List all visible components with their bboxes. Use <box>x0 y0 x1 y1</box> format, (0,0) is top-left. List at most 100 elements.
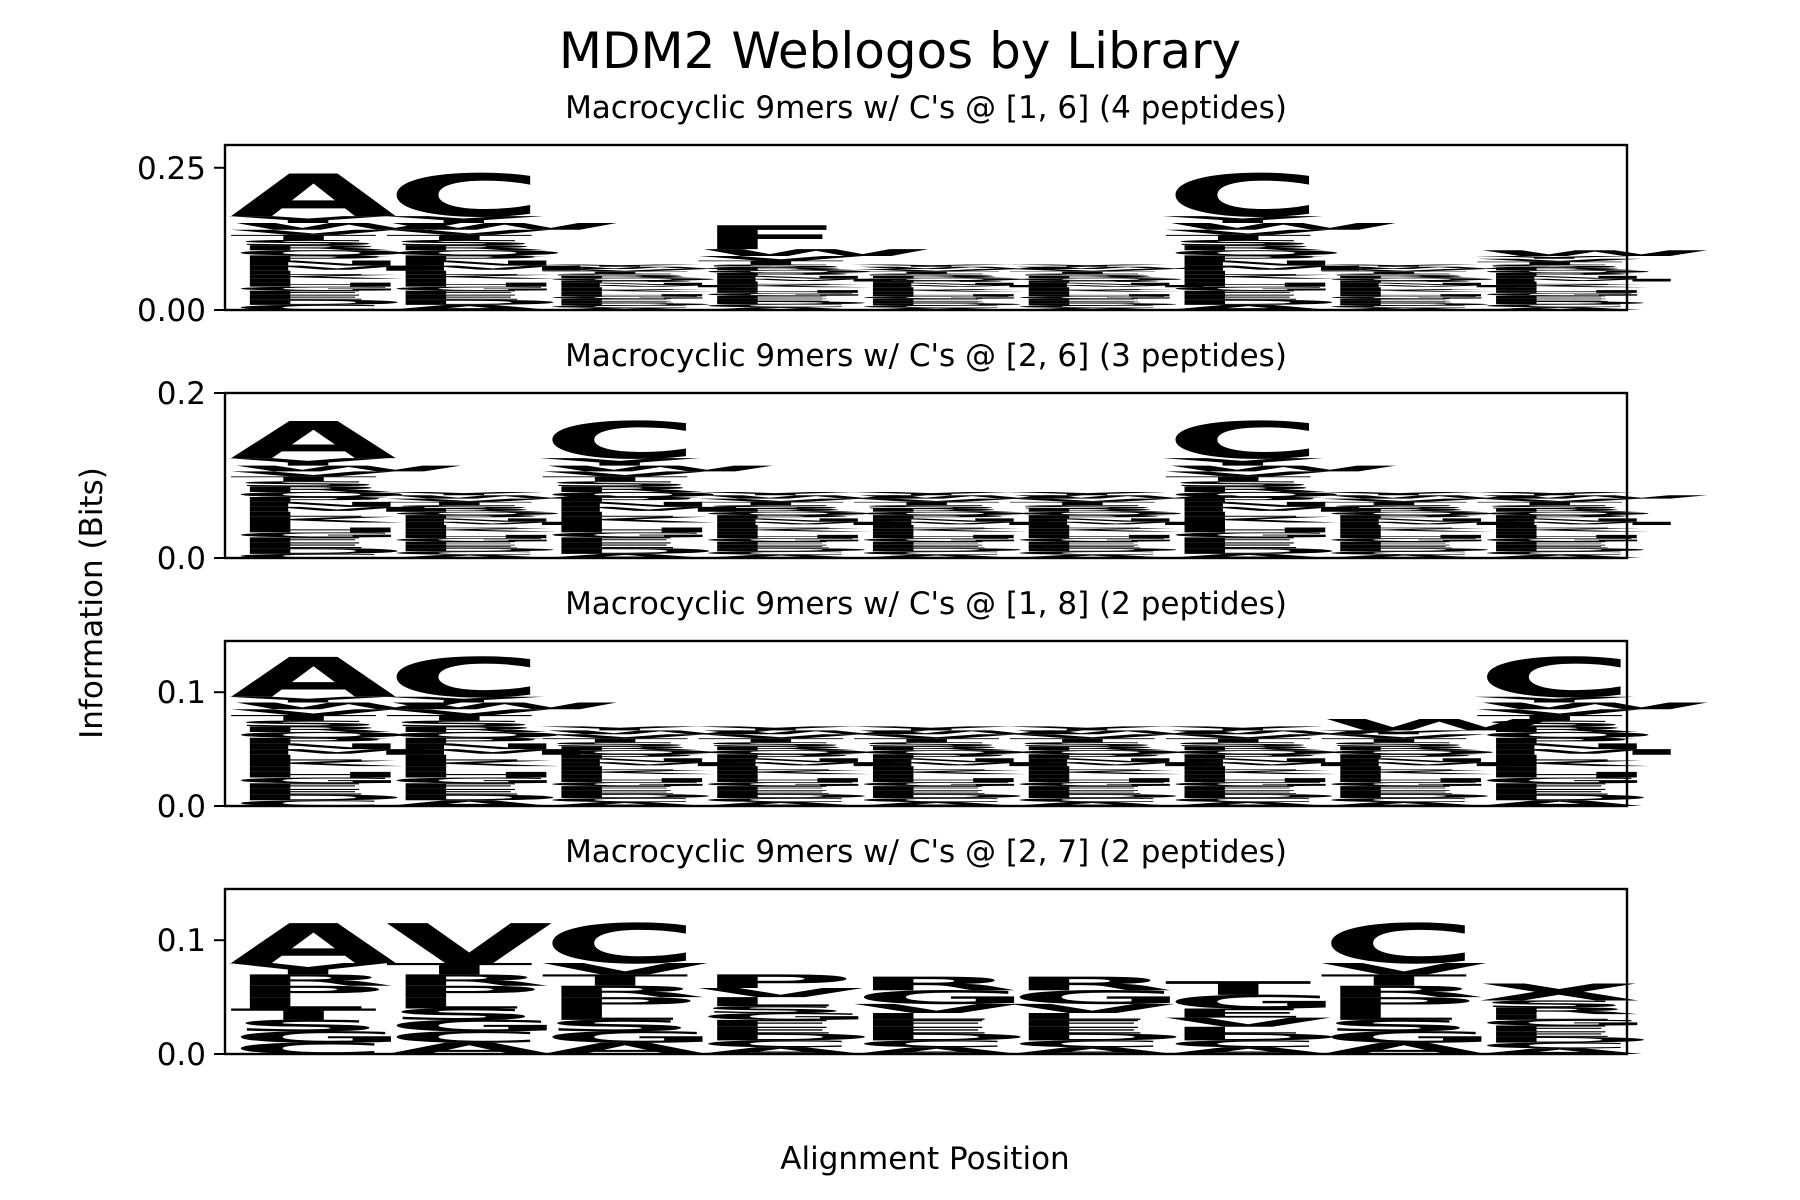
logo-letter: K <box>542 289 716 293</box>
logo-letter: E <box>1165 541 1312 550</box>
logo-letter: I <box>697 773 777 779</box>
logo-letter: Y <box>1473 491 1634 496</box>
logo-letter: G <box>386 776 563 785</box>
logo-letter: M <box>1009 761 1223 767</box>
logo-letter: L <box>542 510 679 518</box>
logo-letter: W <box>1476 249 1714 258</box>
logo-letter: P <box>386 736 544 745</box>
logo-letter: D <box>1476 793 1655 802</box>
logo-letter: N <box>1321 282 1501 286</box>
logo-letter: K <box>1476 284 1650 289</box>
logo-letter: G <box>697 537 874 542</box>
panel-title: Macrocyclic 9mers w/ C's @ [2, 7] (2 pep… <box>565 834 1287 870</box>
logo-letter: R <box>1009 508 1175 513</box>
logo-letter: D <box>1476 547 1655 552</box>
logo-letter: C <box>1321 797 1479 803</box>
logo-letter: Y <box>1006 725 1167 731</box>
logo-letter: P <box>697 272 855 277</box>
logo-letter: W <box>386 221 624 232</box>
logo-letter: A <box>1321 801 1488 807</box>
logo-letter: L <box>230 270 367 276</box>
logo-letter: Q <box>542 491 725 499</box>
logo-letter: D <box>1321 547 1500 552</box>
logo-letter: R <box>1009 275 1175 279</box>
logo-letter: D <box>1009 547 1188 552</box>
logo-letter: H <box>386 534 566 539</box>
logo-letter: Y <box>227 456 388 468</box>
logo-letter: D <box>1165 793 1344 799</box>
logo-letter: E <box>1476 1030 1623 1039</box>
logo-letter: H <box>542 293 722 297</box>
logo-letter: G <box>1165 286 1342 292</box>
logo-letter: A <box>1165 1045 1332 1056</box>
logo-letter: Q <box>1009 278 1192 282</box>
logo-letter: H <box>542 526 722 534</box>
logo-letter: Q <box>1476 730 1659 739</box>
logo-letter: C <box>542 411 700 470</box>
logo-letter: A <box>697 801 864 807</box>
logo-letter: N <box>386 259 566 267</box>
logo-letter: K <box>230 274 404 280</box>
logo-letter: E <box>542 789 689 795</box>
logo-letter: K <box>386 274 560 280</box>
logo-letter: Y <box>383 214 544 225</box>
logo-letter: T <box>1476 501 1623 506</box>
y-tick-label: 0.0 <box>157 789 206 825</box>
logo-letter: P <box>1165 496 1323 504</box>
logo-letter: A <box>697 554 864 559</box>
logo-letter: F <box>230 536 377 544</box>
logo-letter: I <box>230 521 310 529</box>
logo-letter: P <box>386 254 544 262</box>
logo-letter: S <box>697 741 852 747</box>
logo-letter: E <box>697 789 844 795</box>
logo-letter: W <box>697 247 935 258</box>
logo-letter: S <box>1165 239 1320 247</box>
logo-letter: W <box>386 494 624 499</box>
logo-letter: K <box>1165 274 1339 280</box>
logo-letter: I <box>230 278 310 284</box>
logo-letter: C <box>230 799 388 808</box>
logo-letter: I <box>386 765 466 774</box>
logo-letter: W <box>1321 266 1559 270</box>
logo-letter: N <box>230 501 410 509</box>
logo-letter: G <box>230 531 407 539</box>
logo-letter: D <box>853 793 1032 799</box>
logo-letter: Q <box>1009 749 1192 755</box>
logo-letter: R <box>542 485 708 494</box>
logo-letter: N <box>697 275 877 280</box>
logo-letter: T <box>853 271 1000 275</box>
logo-letter: L <box>386 524 523 529</box>
logo-letter: Q <box>1321 511 1504 516</box>
logo-letter: L <box>697 524 834 529</box>
logo-letter: L <box>542 1005 679 1023</box>
logo-letter: C <box>1009 1038 1167 1049</box>
logo-letter: T <box>386 713 533 722</box>
logo-letter: H <box>1165 777 1345 783</box>
logo-letter: Y <box>1318 264 1479 268</box>
logo-letter: C <box>1321 305 1479 309</box>
logo-letter: Q <box>1165 249 1348 257</box>
logo-letter: C <box>697 797 855 803</box>
logo-letter: D <box>542 303 721 307</box>
logo-letter: R <box>1476 508 1642 513</box>
logo-letter: S <box>1476 719 1631 728</box>
logo-letter: F <box>697 1018 844 1029</box>
logo-letter: K <box>697 284 871 289</box>
logo-letter: L <box>1165 510 1302 518</box>
logo-letter: G <box>386 286 563 292</box>
logo-letter: L <box>1165 1025 1302 1036</box>
logo-letter: R <box>1321 745 1487 751</box>
logo-letter: T <box>1321 501 1468 506</box>
logo-letter: D <box>697 547 876 552</box>
logo-letter: F <box>1321 541 1468 546</box>
logo-letter: G <box>1476 537 1653 542</box>
